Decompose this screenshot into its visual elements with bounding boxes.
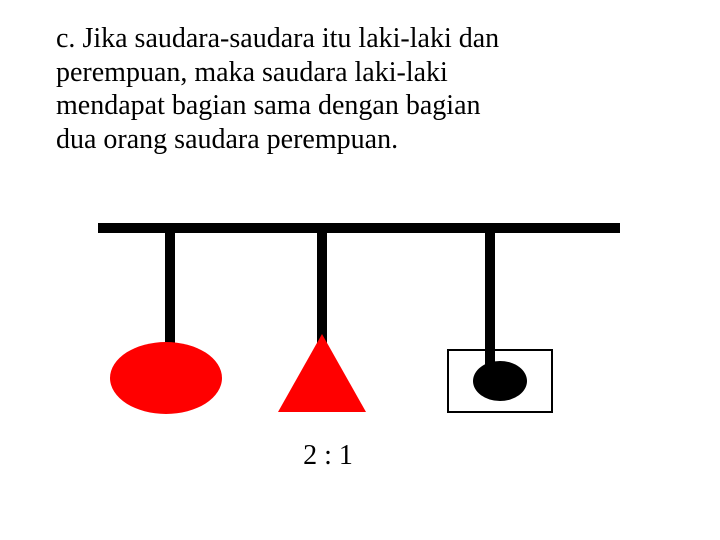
small-ellipse	[473, 361, 527, 401]
ratio-label: 2 : 1	[288, 440, 368, 472]
page: c. Jika saudara-saudara itu laki-laki da…	[0, 0, 720, 540]
triangle	[278, 334, 366, 412]
big-ellipse	[110, 342, 222, 414]
